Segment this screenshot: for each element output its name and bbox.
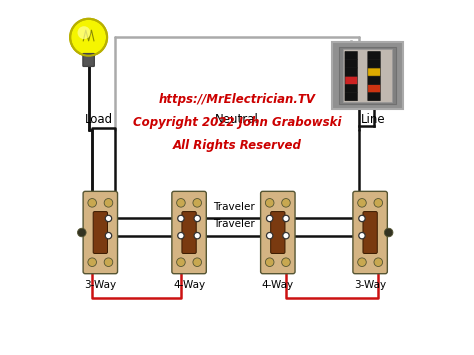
FancyBboxPatch shape: [83, 54, 94, 66]
FancyBboxPatch shape: [261, 191, 295, 274]
Text: https://MrElectrician.TV: https://MrElectrician.TV: [158, 93, 316, 106]
Circle shape: [283, 233, 289, 239]
Circle shape: [88, 258, 97, 267]
Circle shape: [359, 233, 365, 239]
Circle shape: [177, 198, 185, 207]
Text: Line: Line: [361, 113, 386, 126]
Circle shape: [283, 215, 289, 222]
Circle shape: [193, 198, 201, 207]
Text: All Rights Reserved: All Rights Reserved: [173, 139, 301, 152]
Circle shape: [177, 258, 185, 267]
Circle shape: [359, 215, 365, 222]
FancyBboxPatch shape: [345, 93, 357, 101]
Circle shape: [105, 215, 112, 222]
Circle shape: [88, 198, 97, 207]
FancyBboxPatch shape: [368, 51, 380, 60]
FancyBboxPatch shape: [345, 60, 357, 68]
Circle shape: [282, 198, 290, 207]
Circle shape: [374, 258, 383, 267]
Circle shape: [358, 258, 366, 267]
Text: 3-Way: 3-Way: [84, 280, 117, 290]
FancyBboxPatch shape: [332, 42, 403, 109]
Circle shape: [374, 198, 383, 207]
FancyBboxPatch shape: [368, 93, 380, 101]
Text: 4-Way: 4-Way: [173, 280, 205, 290]
Circle shape: [178, 233, 184, 239]
FancyBboxPatch shape: [345, 84, 357, 93]
Circle shape: [70, 19, 107, 56]
Circle shape: [78, 26, 91, 39]
Circle shape: [265, 198, 274, 207]
Text: Traveler: Traveler: [212, 219, 255, 229]
FancyBboxPatch shape: [271, 212, 285, 253]
Circle shape: [266, 215, 273, 222]
Circle shape: [265, 258, 274, 267]
Text: 3-Way: 3-Way: [354, 280, 386, 290]
Circle shape: [358, 198, 366, 207]
Text: Copyright 2022 John Grabowski: Copyright 2022 John Grabowski: [133, 116, 341, 129]
FancyBboxPatch shape: [345, 76, 357, 84]
Circle shape: [104, 198, 113, 207]
Text: Neutral: Neutral: [215, 113, 259, 126]
FancyBboxPatch shape: [172, 191, 206, 274]
FancyBboxPatch shape: [353, 191, 387, 274]
FancyBboxPatch shape: [345, 68, 357, 76]
FancyBboxPatch shape: [368, 84, 380, 93]
Circle shape: [178, 215, 184, 222]
Circle shape: [266, 233, 273, 239]
FancyBboxPatch shape: [93, 212, 108, 253]
FancyBboxPatch shape: [368, 76, 380, 84]
FancyBboxPatch shape: [339, 47, 395, 104]
Text: 4-Way: 4-Way: [262, 280, 294, 290]
FancyBboxPatch shape: [368, 60, 380, 68]
FancyBboxPatch shape: [368, 68, 380, 76]
FancyBboxPatch shape: [83, 191, 118, 274]
Circle shape: [78, 228, 86, 237]
Circle shape: [105, 233, 112, 239]
FancyBboxPatch shape: [343, 49, 392, 102]
FancyBboxPatch shape: [182, 212, 196, 253]
Circle shape: [104, 258, 113, 267]
Circle shape: [384, 228, 393, 237]
FancyBboxPatch shape: [345, 51, 357, 60]
FancyBboxPatch shape: [363, 212, 377, 253]
Circle shape: [194, 215, 201, 222]
Text: Load: Load: [85, 113, 113, 126]
Circle shape: [193, 258, 201, 267]
Circle shape: [194, 233, 201, 239]
Circle shape: [282, 258, 290, 267]
Text: Traveler: Traveler: [212, 202, 255, 212]
